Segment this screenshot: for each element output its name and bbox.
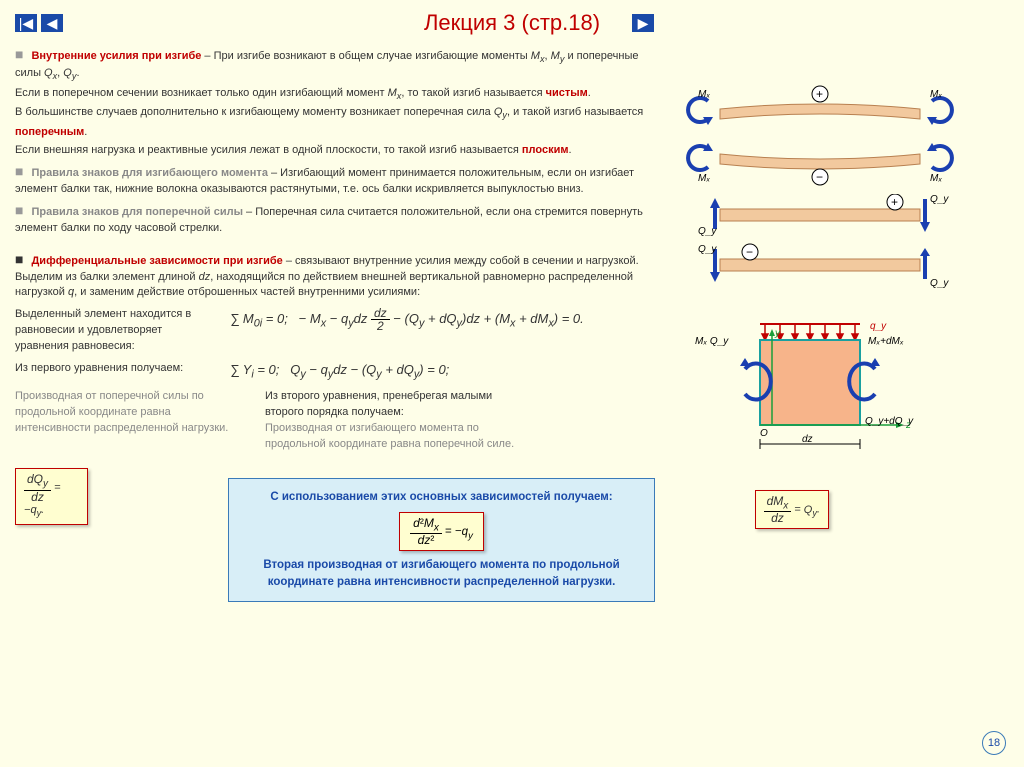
- nav-next-button[interactable]: ▶: [632, 14, 654, 32]
- nav-prev-button[interactable]: ◀: [41, 14, 63, 32]
- svg-text:−: −: [816, 170, 823, 184]
- svg-text:Mₓ: Mₓ: [698, 173, 710, 184]
- svg-text:dz: dz: [802, 434, 813, 445]
- nav-first-button[interactable]: |◀: [15, 14, 37, 32]
- text-deriv-m: Производная от изгибающего момента по пр…: [265, 421, 525, 453]
- eq-label-first: Из первого уравнения получаем:: [15, 361, 215, 377]
- svg-text:Mₓ: Mₓ: [698, 89, 710, 100]
- text-eq2: Из второго уравнения, пренебрегая малыми…: [265, 389, 525, 421]
- diagram-column: Mₓ Mₓ + Mₓ Mₓ − Q_y Q_y +: [670, 44, 990, 602]
- svg-text:Q_y+dQ_y: Q_y+dQ_y: [865, 416, 914, 427]
- formula-sum-y: ∑ Yi = 0; Qy − qydz − (Qy + dQy) = 0;: [230, 361, 449, 383]
- svg-text:y: y: [774, 328, 781, 339]
- svg-text:−: −: [746, 245, 753, 259]
- svg-text:Mₓ: Mₓ: [930, 89, 942, 100]
- heading-diff: Дифференциальные зависимости при изгибе: [31, 255, 282, 267]
- svg-text:Q_y: Q_y: [930, 278, 949, 289]
- svg-text:Q_y: Q_y: [930, 194, 949, 205]
- svg-text:O: O: [760, 428, 768, 439]
- svg-text:Mₓ: Mₓ: [930, 173, 942, 184]
- formula-d2m: d²Mxdz² = −qy: [399, 512, 484, 551]
- svg-text:Mₓ Q_y: Mₓ Q_y: [695, 336, 729, 347]
- svg-text:Q_y: Q_y: [698, 226, 717, 237]
- page-title: Лекция 3 (стр.18): [424, 10, 600, 36]
- eq-label-equilibrium: Выделенный элемент находится в равновеси…: [15, 307, 215, 355]
- summary-box: С использованием этих основных зависимос…: [228, 478, 655, 601]
- formula-sum-m: ∑ M0i = 0; − Mx − qydz dz2 − (Qy + dQy)d…: [230, 307, 584, 332]
- formula-dm-dz: dMxdz = Qy.: [755, 490, 829, 529]
- svg-text:Mₓ+dMₓ: Mₓ+dMₓ: [868, 336, 904, 347]
- svg-text:Q_y: Q_y: [698, 244, 717, 255]
- heading-forces: Внутренние усилия при изгибе: [31, 50, 201, 62]
- page-number: 18: [982, 731, 1006, 755]
- heading-sign-shear: Правила знаков для поперечной силы: [31, 206, 243, 218]
- svg-text:+: +: [816, 87, 823, 101]
- formula-dq-dz: dQydz = −qy.: [15, 468, 88, 525]
- moment-sign-diagram: Mₓ Mₓ + Mₓ Mₓ −: [670, 84, 990, 189]
- element-dz-diagram: q_y y z Mₓ Q_y Mₓ+dMₓ Q_y+dQ_y O: [670, 309, 990, 469]
- svg-text:+: +: [891, 195, 898, 209]
- svg-text:q_y: q_y: [870, 321, 887, 332]
- text-deriv-q: Производная от поперечной силы по продол…: [15, 389, 245, 437]
- text-column: ■Внутренние усилия при изгибе – При изги…: [15, 44, 655, 602]
- heading-sign-moment: Правила знаков для изгибающего момента: [31, 167, 267, 179]
- shear-sign-diagram: Q_y Q_y + Q_y Q_y −: [670, 194, 990, 299]
